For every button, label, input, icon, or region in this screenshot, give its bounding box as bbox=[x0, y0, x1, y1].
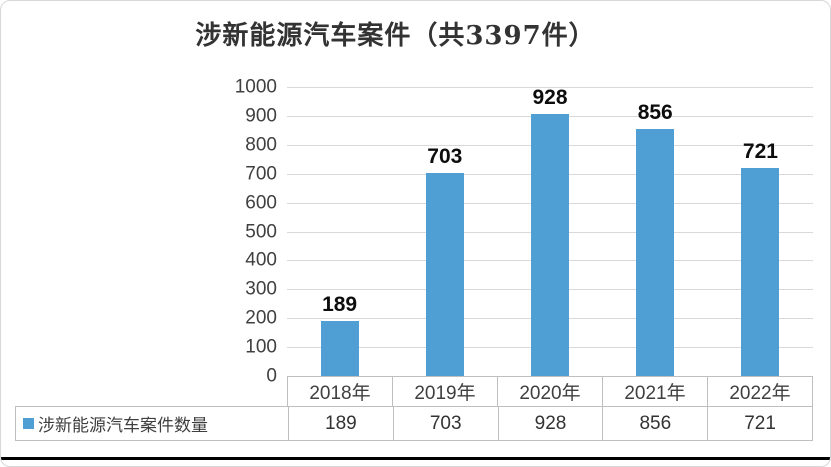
bar bbox=[425, 172, 464, 376]
bar bbox=[741, 167, 780, 376]
bar bbox=[320, 321, 359, 376]
legend-label: 涉新能源汽车案件数量 bbox=[38, 416, 208, 435]
x-axis-category-cell: 2019年 bbox=[392, 377, 497, 406]
y-axis-tick-label: 300 bbox=[245, 278, 277, 300]
x-axis-year-row: 2018年 2019年 2020年 2021年 2022年 bbox=[287, 376, 813, 407]
bar-column: 856 bbox=[603, 87, 708, 376]
bar-value-label: 721 bbox=[742, 139, 778, 163]
x-axis-category-cell: 2022年 bbox=[707, 377, 812, 406]
gridline bbox=[287, 87, 813, 88]
bottom-rule bbox=[1, 457, 830, 460]
bar-column: 928 bbox=[497, 87, 602, 376]
data-table-value-cell: 703 bbox=[392, 407, 498, 440]
data-table-value-cell: 721 bbox=[707, 407, 812, 440]
y-axis-tick-label: 700 bbox=[245, 163, 277, 185]
data-table-value-cell: 856 bbox=[602, 407, 707, 440]
x-axis-category-cell: 2021年 bbox=[602, 377, 707, 406]
y-axis-tick-label: 200 bbox=[245, 307, 277, 329]
y-axis: 0 100 200 300 400 500 600 700 800 900 1000 bbox=[1, 78, 277, 386]
bar bbox=[636, 128, 675, 376]
y-axis-tick-label: 900 bbox=[245, 105, 277, 127]
bar bbox=[531, 114, 569, 376]
data-table-value-cell: 189 bbox=[288, 407, 393, 440]
legend-marker-icon bbox=[23, 418, 34, 429]
bar-value-label: 928 bbox=[532, 86, 568, 109]
y-axis-tick-label: 400 bbox=[245, 249, 277, 271]
bar-value-label: 703 bbox=[427, 144, 463, 168]
x-axis-category-cell: 2018年 bbox=[309, 383, 371, 404]
plot-area: 189 703 928 856 721 bbox=[287, 87, 813, 376]
y-axis-tick-label: 0 bbox=[266, 365, 277, 387]
y-axis-tick-label: 800 bbox=[245, 134, 277, 156]
bar-column: 721 bbox=[708, 87, 813, 376]
y-axis-tick-label: 600 bbox=[245, 192, 277, 214]
x-axis-category-cell: 2020年 bbox=[497, 377, 602, 406]
bar-column: 703 bbox=[392, 87, 497, 376]
data-table-row: 涉新能源汽车案件数量 189 703 928 856 721 bbox=[15, 406, 813, 441]
y-axis-tick-label: 1000 bbox=[234, 76, 277, 98]
y-axis-tick-label: 100 bbox=[245, 336, 277, 358]
chart-title: 涉新能源汽车案件（共3397件） bbox=[195, 21, 596, 51]
bar-value-label: 856 bbox=[637, 100, 673, 124]
y-axis-tick-label: 500 bbox=[245, 221, 277, 242]
bar-column: 189 bbox=[287, 87, 392, 376]
bar-value-label: 189 bbox=[322, 293, 358, 317]
legend-cell: 涉新能源汽车案件数量 bbox=[16, 407, 288, 440]
data-table-value-cell: 928 bbox=[497, 407, 603, 440]
